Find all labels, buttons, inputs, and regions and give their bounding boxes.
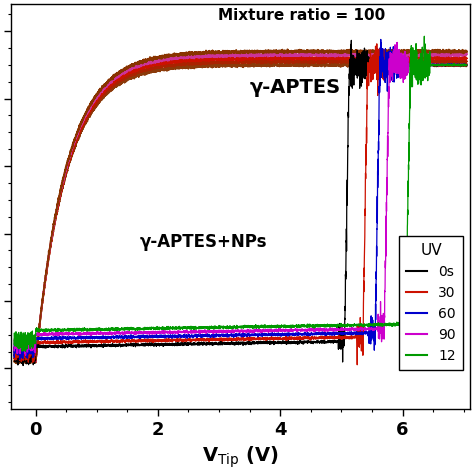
Text: γ-APTES+NPs: γ-APTES+NPs <box>139 233 267 251</box>
Text: γ-APTES: γ-APTES <box>250 78 341 97</box>
Text: Mixture ratio = 100: Mixture ratio = 100 <box>218 9 385 23</box>
X-axis label: V$_{\mathrm{Tip}}$ (V): V$_{\mathrm{Tip}}$ (V) <box>202 444 279 470</box>
Legend: 0s, 30, 60, 90, 12: 0s, 30, 60, 90, 12 <box>400 236 463 370</box>
